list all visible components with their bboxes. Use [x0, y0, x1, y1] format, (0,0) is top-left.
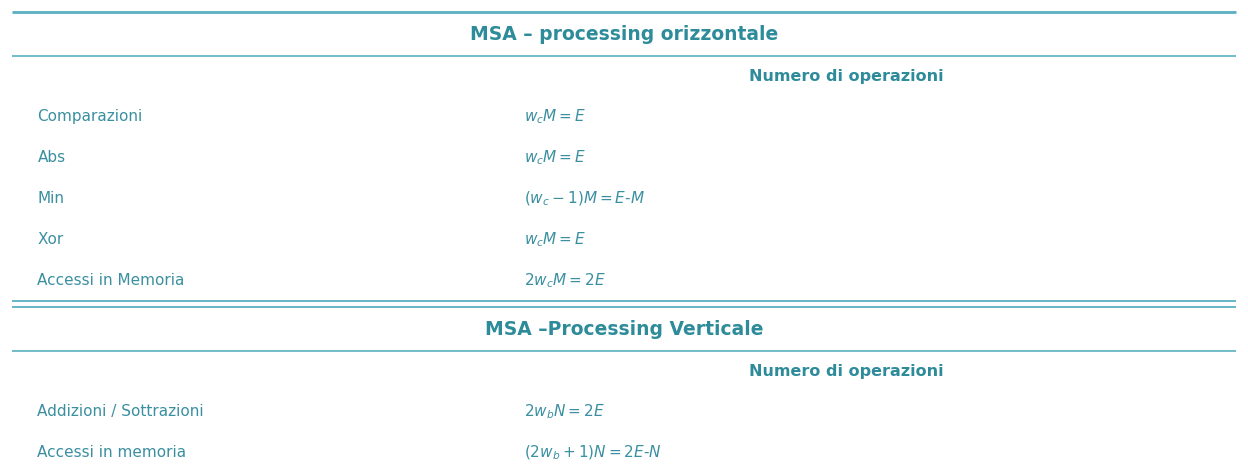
Text: Comparazioni: Comparazioni	[37, 110, 142, 124]
Text: Numero di operazioni: Numero di operazioni	[749, 364, 943, 379]
Text: $w_cM = E$: $w_cM = E$	[524, 108, 587, 126]
Text: MSA – processing orizzontale: MSA – processing orizzontale	[470, 25, 778, 44]
Text: MSA –Processing Verticale: MSA –Processing Verticale	[484, 320, 764, 339]
Text: $2w_cM = 2E$: $2w_cM = 2E$	[524, 272, 605, 290]
Text: Addizioni / Sottrazioni: Addizioni / Sottrazioni	[37, 404, 205, 419]
Text: Accessi in Memoria: Accessi in Memoria	[37, 274, 185, 288]
Text: Min: Min	[37, 192, 65, 206]
Text: $(w_c-1)M = E\text{-}M$: $(w_c-1)M = E\text{-}M$	[524, 190, 645, 208]
Text: $w_cM = E$: $w_cM = E$	[524, 149, 587, 167]
Text: $2w_bN = 2E$: $2w_bN = 2E$	[524, 403, 605, 421]
Text: Xor: Xor	[37, 233, 64, 247]
Text: Accessi in memoria: Accessi in memoria	[37, 445, 186, 460]
Text: Abs: Abs	[37, 151, 66, 165]
Text: $w_cM = E$: $w_cM = E$	[524, 231, 587, 249]
Text: Numero di operazioni: Numero di operazioni	[749, 69, 943, 84]
Text: $(2w_b+1)N = 2E\text{-}N$: $(2w_b+1)N = 2E\text{-}N$	[524, 444, 661, 462]
